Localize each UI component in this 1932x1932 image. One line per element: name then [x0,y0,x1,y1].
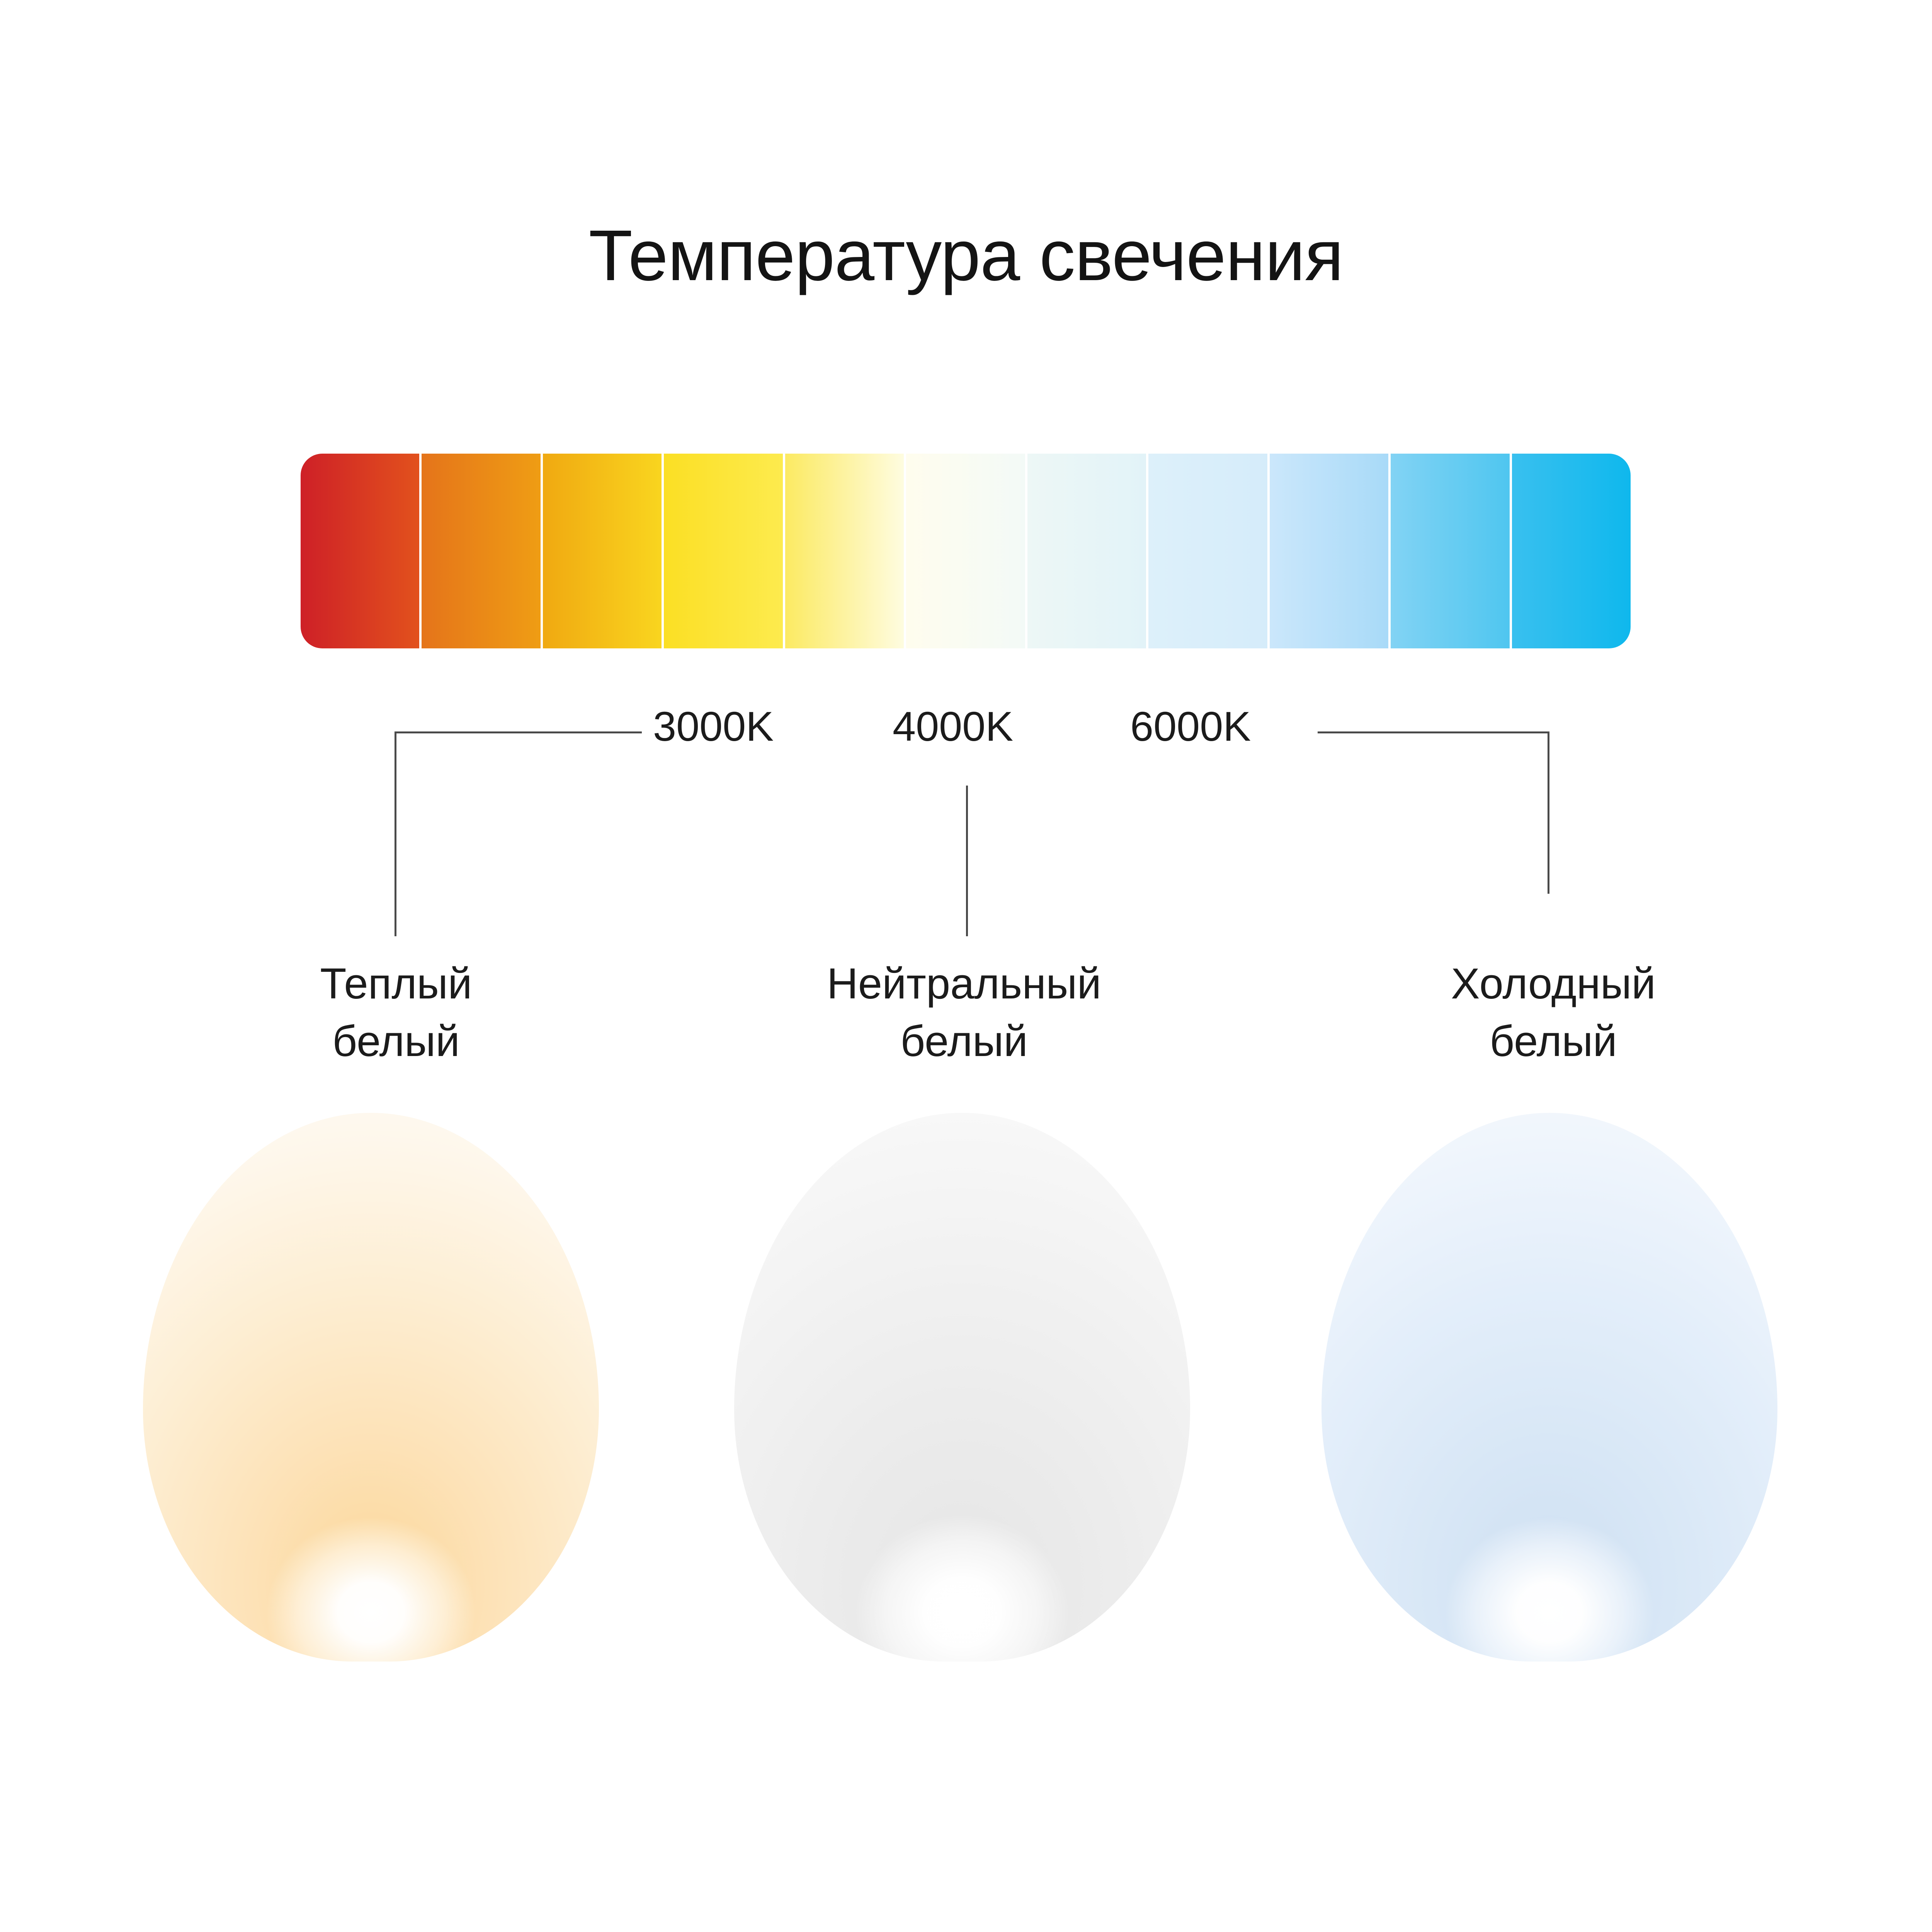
category-neutral-line2: белый [900,1017,1028,1065]
scale-segment-1 [301,454,422,648]
category-neutral-line1: Нейтральный [827,959,1102,1008]
scale-segment-6 [906,454,1027,648]
category-warm-line2: белый [332,1017,460,1065]
connector-line-warm-horizontal [395,731,642,733]
category-label-cool-white: Холодный белый [1321,955,1785,1070]
category-label-neutral-white: Нейтральный белый [723,955,1206,1070]
category-label-warm-white: Теплый белый [193,955,599,1070]
color-temperature-scale-bar [301,454,1631,648]
kelvin-label-4000: 4000K [893,703,1014,750]
category-warm-line1: Теплый [320,959,472,1008]
scale-segment-10 [1391,454,1512,648]
connector-line-warm-vertical [395,731,396,936]
bulb-glow-warm-white [143,1113,599,1662]
scale-segment-7 [1027,454,1149,648]
connector-line-neutral-vertical [966,786,968,936]
scale-segment-5 [785,454,906,648]
kelvin-label-3000: 3000K [653,703,774,750]
scale-segment-3 [543,454,664,648]
category-cool-line1: Холодный [1451,959,1656,1008]
scale-segment-11 [1512,454,1631,648]
page-title: Температура свечения [588,216,1344,296]
scale-segment-2 [422,454,543,648]
kelvin-label-6000: 6000K [1130,703,1251,750]
connector-line-cool-horizontal [1318,731,1549,733]
bulb-glow-neutral-white [734,1113,1190,1662]
scale-segment-9 [1269,454,1391,648]
connector-line-cool-vertical [1548,731,1549,894]
bulb-glow-cool-white [1321,1113,1777,1662]
scale-segment-8 [1148,454,1270,648]
category-cool-line2: белый [1490,1017,1617,1065]
scale-segment-4 [664,454,785,648]
